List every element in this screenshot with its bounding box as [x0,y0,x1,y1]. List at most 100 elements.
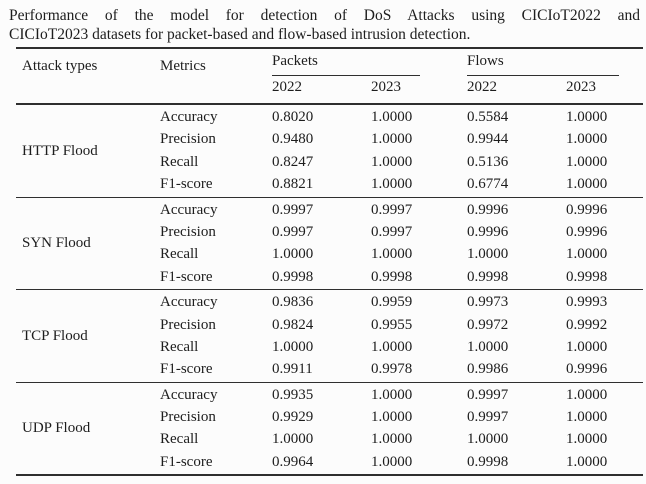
value-cell: 1.0000 [272,431,314,448]
performance-table: Attack types Metrics Packets Flows 2022 … [16,47,643,477]
value-cell: 0.9997 [467,409,509,426]
value-cell: 0.9996 [566,201,608,218]
value-cell: 0.9998 [371,268,413,285]
metric-label: F1-score [160,176,213,193]
col-header-flows-2022: 2022 [467,79,497,95]
value-cell: 1.0000 [566,453,608,470]
attack-type-label: SYN Flood [22,235,91,252]
metric-label: Recall [160,246,199,263]
value-cell: 1.0000 [371,153,413,170]
value-cell: 1.0000 [566,409,608,426]
col-header-metrics: Metrics [160,58,206,74]
value-cell: 0.9929 [272,409,314,426]
value-cell: 0.9944 [467,131,509,148]
value-cell: 0.9911 [272,361,313,378]
value-cell: 0.6774 [467,176,509,193]
metric-label: Recall [160,153,199,170]
value-cell: 1.0000 [467,246,509,263]
value-cell: 0.9998 [272,268,314,285]
value-cell: 1.0000 [566,386,608,403]
value-cell: 0.9836 [272,294,314,311]
value-cell: 0.9997 [467,386,509,403]
value-cell: 1.0000 [467,431,509,448]
value-cell: 0.9972 [467,316,509,333]
value-cell: 0.9986 [467,361,509,378]
value-cell: 0.9997 [371,201,413,218]
metric-label: Accuracy [160,386,218,403]
value-cell: 0.8247 [272,153,314,170]
value-cell: 0.5584 [467,109,509,125]
attack-type-label: TCP Flood [22,327,88,344]
col-header-attack-types: Attack types [22,58,98,74]
value-cell: 0.9997 [272,223,314,240]
value-cell: 0.9998 [467,268,509,285]
value-cell: 0.5136 [467,153,509,170]
metric-label: Recall [160,338,199,355]
value-cell: 0.9935 [272,386,314,403]
value-cell: 0.9996 [467,223,509,240]
value-cell: 1.0000 [371,338,413,355]
value-cell: 1.0000 [371,409,413,426]
metric-label: Precision [160,223,216,240]
metric-label: F1-score [160,453,213,470]
col-group-header-packets: Packets [272,51,420,76]
value-cell: 1.0000 [371,131,413,148]
value-cell: 0.9964 [272,453,314,470]
value-cell: 0.9996 [566,223,608,240]
value-cell: 1.0000 [272,338,314,355]
metric-label: Accuracy [160,201,218,218]
table-header-row-years: 2022 2023 2022 2023 [16,76,643,105]
value-cell: 1.0000 [467,338,509,355]
value-cell: 0.9992 [566,316,608,333]
value-cell: 0.9978 [371,361,413,378]
value-cell: 1.0000 [566,131,608,148]
table-group: UDP Flood Accuracy 0.9935 1.0000 0.9997 1.000… [16,383,643,477]
value-cell: 0.8821 [272,176,314,193]
table-body: HTTP Flood Accuracy 0.8020 1.0000 0.5584 1.00… [16,105,643,477]
value-cell: 1.0000 [566,153,608,170]
metric-label: Recall [160,431,199,448]
table-caption: Performance of the model for detection o… [0,0,646,44]
value-cell: 0.9998 [566,268,608,285]
col-group-header-flows: Flows [467,51,619,76]
value-cell: 1.0000 [566,246,608,263]
value-cell: 1.0000 [371,246,413,263]
value-cell: 0.9973 [467,294,509,311]
metric-label: Precision [160,316,216,333]
value-cell: 1.0000 [566,431,608,448]
attack-type-label: UDP Flood [22,420,91,437]
value-cell: 1.0000 [371,453,413,470]
value-cell: 1.0000 [371,386,413,403]
table-group: HTTP Flood Accuracy 0.8020 1.0000 0.5584 1.00… [16,105,643,198]
value-cell: 1.0000 [272,246,314,263]
value-cell: 0.9955 [371,316,413,333]
value-cell: 1.0000 [566,338,608,355]
value-cell: 1.0000 [566,176,608,193]
value-cell: 1.0000 [371,176,413,193]
metric-label: F1-score [160,268,213,285]
value-cell: 1.0000 [371,431,413,448]
value-cell: 0.9996 [566,361,608,378]
value-cell: 0.8020 [272,109,314,125]
value-cell: 1.0000 [371,109,413,125]
value-cell: 0.9480 [272,131,314,148]
col-header-flows-2023: 2023 [566,79,596,95]
col-header-packets-2022: 2022 [272,79,302,95]
attack-type-label: HTTP Flood [22,142,98,159]
value-cell: 0.9998 [467,453,509,470]
metric-label: Precision [160,409,216,426]
metric-label: Accuracy [160,294,218,311]
value-cell: 0.9997 [371,223,413,240]
value-cell: 0.9997 [272,201,314,218]
caption-line-2: CICIoT2023 datasets for packet-based and… [9,26,471,43]
value-cell: 0.9993 [566,294,608,311]
table-group: TCP Flood Accuracy 0.9836 0.9959 0.9973 0.999… [16,290,643,383]
table-group: SYN Flood Accuracy 0.9997 0.9997 0.9996 0.999… [16,198,643,291]
value-cell: 0.9996 [467,201,509,218]
metric-label: F1-score [160,361,213,378]
value-cell: 1.0000 [566,109,608,125]
value-cell: 0.9824 [272,316,314,333]
caption-line-1: Performance of the model for detection o… [9,7,640,24]
value-cell: 0.9959 [371,294,413,311]
